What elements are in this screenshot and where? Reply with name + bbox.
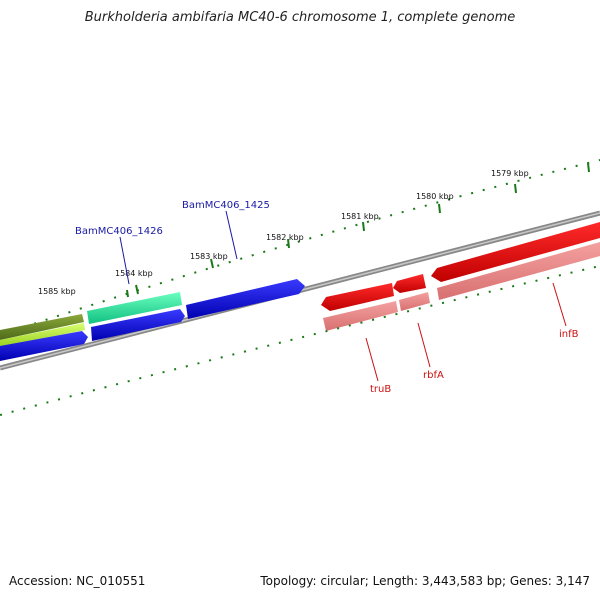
tick-label: 1580 kbp [416,192,454,201]
gene-bammc406-1426[interactable] [87,292,182,324]
gene-rbfa-light [399,292,430,311]
tick-label: 1585 kbp [38,287,76,296]
tick-label: 1583 kbp [190,252,228,261]
gc-olive-track [0,314,84,340]
tick-1582 [287,238,290,249]
tick-1584 [135,284,139,295]
gene-rbfa[interactable] [393,274,426,293]
leader-bammc406-1426 [119,236,130,285]
leader-rbfa [417,322,431,368]
tick-label: 1581 kbp [341,212,379,221]
gene-blue-left[interactable] [0,331,88,361]
gc-lime-track [0,323,85,347]
gene-infb[interactable] [431,222,600,282]
gene-label-infb: infB [559,329,579,340]
gene-infb-light [437,242,600,300]
tick-label: 1584 kbp [115,269,153,278]
leader-trub [365,337,379,382]
map-title: Burkholderia ambifaria MC40-6 chromosome… [84,10,516,25]
gene-label-trub: truB [370,384,391,395]
tick-1580 [438,203,441,214]
tick-1585 [126,289,129,298]
tick-label: 1579 kbp [491,169,529,178]
tick-1583 [210,258,214,269]
gene-bammc406-1425[interactable] [186,279,305,319]
gene-trub[interactable] [321,283,394,311]
gene-trub-light [323,301,398,331]
tick-1581 [362,221,365,232]
gene-blue-mid[interactable] [91,309,185,341]
gene-label-rbfa: rbfA [423,370,444,381]
leader-bammc406-1425 [225,210,238,260]
tick-1579 [514,183,517,194]
tick-label: 1582 kbp [266,233,304,242]
gene-label-bammc406-1425: BamMC406_1425 [182,200,270,211]
leader-infb [552,282,567,327]
outer-tick-ring [0,159,600,336]
accession-text: Accession: NC_010551 [9,574,146,588]
genome-summary-text: Topology: circular; Length: 3,443,583 bp… [260,574,590,588]
tick-1578 [587,162,590,173]
gene-label-bammc406-1426: BamMC406_1426 [75,226,163,237]
